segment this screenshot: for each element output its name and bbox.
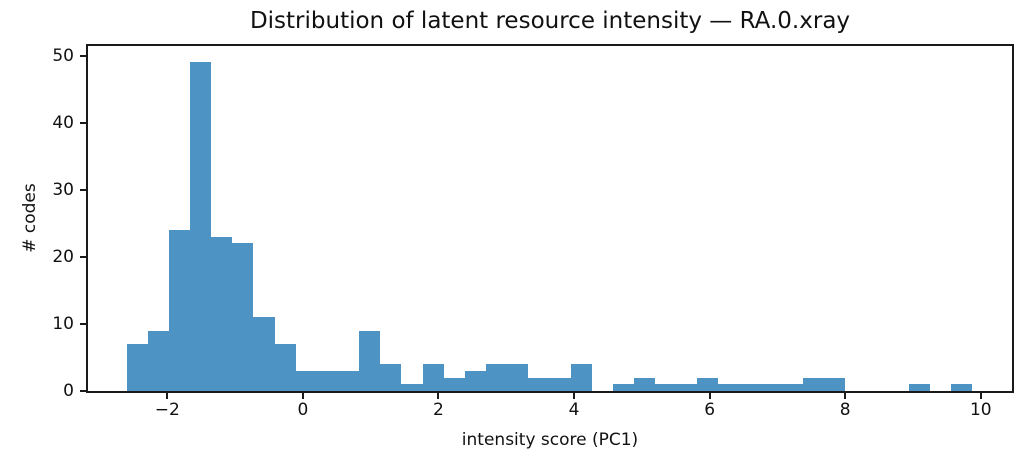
x-tick-mark: [437, 393, 440, 399]
x-tick-label: 2: [433, 400, 444, 420]
chart-title: Distribution of latent resource intensit…: [249, 8, 851, 34]
x-tick-label: 8: [839, 400, 851, 420]
y-tick-label: 40: [52, 112, 74, 133]
histogram-bar: [507, 364, 529, 391]
histogram-bar: [951, 384, 973, 391]
histogram-bar: [126, 344, 148, 391]
x-tick-label: −2: [154, 400, 180, 420]
y-tick-label: 0: [63, 381, 74, 401]
y-tick-mark: [80, 322, 86, 325]
y-tick-mark: [80, 54, 86, 57]
y-axis-ticks: [80, 46, 86, 392]
y-tick-mark: [80, 390, 86, 392]
histogram-bar: [316, 370, 338, 391]
x-axis-label: intensity score (PC1): [461, 430, 639, 450]
histogram-bar: [443, 377, 465, 391]
x-tick-label: 10: [969, 400, 992, 420]
histogram-bar: [253, 317, 275, 391]
histogram-bar: [697, 377, 719, 391]
y-axis-ticklabels: 0 10 20 30 40 50: [0, 45, 74, 401]
x-tick-label: 0: [297, 400, 309, 420]
histogram-bar: [612, 384, 634, 391]
histogram-bar: [655, 384, 677, 391]
histogram-bar: [908, 384, 930, 391]
histogram-bar: [168, 230, 191, 391]
x-tick-mark: [979, 393, 982, 399]
histogram-bar: [528, 377, 550, 391]
histogram-bar: [190, 62, 212, 391]
x-tick-mark: [301, 393, 304, 399]
histogram-bar: [359, 330, 381, 391]
x-axis-ticks: [88, 393, 1012, 400]
x-tick-label: 6: [704, 400, 716, 420]
y-tick-mark: [80, 255, 86, 258]
histogram-bar: [485, 364, 508, 391]
y-axis-label: # codes: [20, 183, 40, 253]
histogram-bar: [718, 384, 740, 391]
histogram-bar: [739, 384, 761, 391]
histogram-bar: [380, 364, 402, 391]
histogram-bar: [401, 384, 423, 391]
histogram-bar: [549, 377, 571, 391]
histogram-bar: [338, 370, 360, 391]
x-tick-mark: [166, 393, 169, 399]
histogram-bar: [570, 364, 592, 391]
histogram-bar: [633, 377, 656, 391]
y-tick-label: 20: [52, 246, 74, 267]
histogram-bar: [676, 384, 698, 391]
x-tick-label: 4: [568, 400, 580, 420]
histogram-bar: [781, 384, 804, 391]
histogram-bar: [211, 236, 233, 391]
histogram-bar: [824, 377, 846, 391]
plot-area: [86, 44, 1014, 393]
histogram-bar: [147, 330, 169, 391]
y-tick-label: 10: [52, 313, 74, 334]
histogram-bar: [422, 364, 444, 391]
x-tick-mark: [708, 393, 711, 399]
y-tick-label: 50: [52, 45, 74, 66]
y-tick-mark: [80, 188, 86, 191]
histogram-bar: [232, 243, 254, 391]
histogram-bar: [760, 384, 782, 391]
y-tick-mark: [80, 121, 86, 124]
histogram-bar: [274, 344, 296, 391]
x-tick-mark: [573, 393, 576, 399]
x-axis-ticklabels: −2 0 2 4 6 8 10: [88, 399, 1012, 423]
histogram-bar: [803, 377, 825, 391]
histogram-bar: [464, 370, 486, 391]
histogram-bar: [295, 370, 317, 391]
y-tick-label: 30: [52, 179, 74, 200]
x-tick-mark: [844, 393, 847, 399]
